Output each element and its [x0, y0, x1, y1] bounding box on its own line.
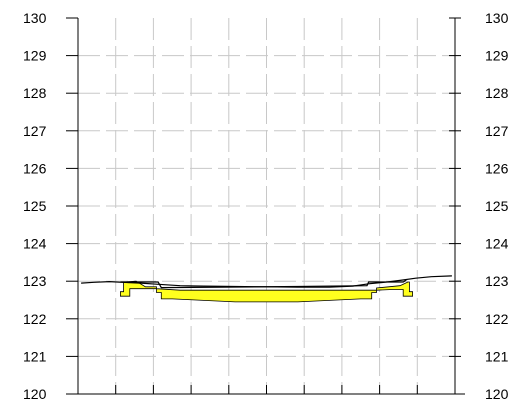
y-tick-label-right: 123 [485, 273, 509, 289]
y-tick-label-right: 122 [485, 311, 509, 327]
y-tick-label-right: 126 [485, 160, 509, 176]
y-tick-label-left: 121 [23, 348, 47, 364]
y-tick-label-left: 120 [23, 386, 47, 402]
y-tick-label-left: 125 [23, 198, 47, 214]
y-tick-label-right: 124 [485, 236, 509, 252]
y-tick-label-right: 121 [485, 348, 509, 364]
y-tick-label-left: 127 [23, 123, 47, 139]
section-fill [120, 280, 414, 303]
label-layer: 120 120 121 121 122 122 123 123 124 124 125 125 126 1… [23, 10, 509, 402]
y-tick-label-left: 123 [23, 273, 47, 289]
y-tick-label-right: 125 [485, 198, 509, 214]
axis-layer [66, 17, 465, 395]
design-profile-line [120, 279, 407, 289]
y-tick-label-right: 127 [485, 123, 509, 139]
series-layer [81, 275, 452, 303]
y-tick-label-left: 122 [23, 311, 47, 327]
y-tick-label-right: 130 [485, 10, 509, 26]
y-tick-label-right: 129 [485, 48, 509, 64]
y-tick-label-left: 130 [23, 10, 47, 26]
y-tick-label-left: 126 [23, 160, 47, 176]
y-tick-label-left: 129 [23, 48, 47, 64]
y-tick-label-left: 128 [23, 85, 47, 101]
y-tick-label-left: 124 [23, 236, 47, 252]
grid-layer [78, 18, 455, 394]
y-tick-label-right: 120 [485, 386, 509, 402]
y-tick-label-right: 128 [485, 85, 509, 101]
